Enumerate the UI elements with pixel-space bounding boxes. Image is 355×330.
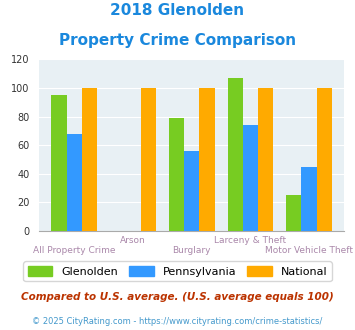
Text: Arson: Arson	[120, 236, 146, 245]
Text: Property Crime Comparison: Property Crime Comparison	[59, 33, 296, 48]
Bar	[243, 125, 258, 231]
Text: Larceny & Theft: Larceny & Theft	[214, 236, 286, 245]
Legend: Glenolden, Pennsylvania, National: Glenolden, Pennsylvania, National	[23, 261, 332, 281]
Text: Motor Vehicle Theft: Motor Vehicle Theft	[265, 246, 353, 255]
Text: All Property Crime: All Property Crime	[33, 246, 115, 255]
Bar	[184, 151, 200, 231]
Bar	[317, 88, 332, 231]
Bar	[82, 88, 97, 231]
Text: 2018 Glenolden: 2018 Glenolden	[110, 3, 245, 18]
Bar	[301, 167, 317, 231]
Bar	[141, 88, 156, 231]
Text: Compared to U.S. average. (U.S. average equals 100): Compared to U.S. average. (U.S. average …	[21, 292, 334, 302]
Bar	[258, 88, 273, 231]
Bar	[67, 134, 82, 231]
Bar	[200, 88, 214, 231]
Bar	[51, 95, 67, 231]
Bar	[228, 78, 243, 231]
Text: Burglary: Burglary	[173, 246, 211, 255]
Text: © 2025 CityRating.com - https://www.cityrating.com/crime-statistics/: © 2025 CityRating.com - https://www.city…	[32, 317, 323, 326]
Bar	[169, 118, 184, 231]
Bar	[286, 195, 301, 231]
